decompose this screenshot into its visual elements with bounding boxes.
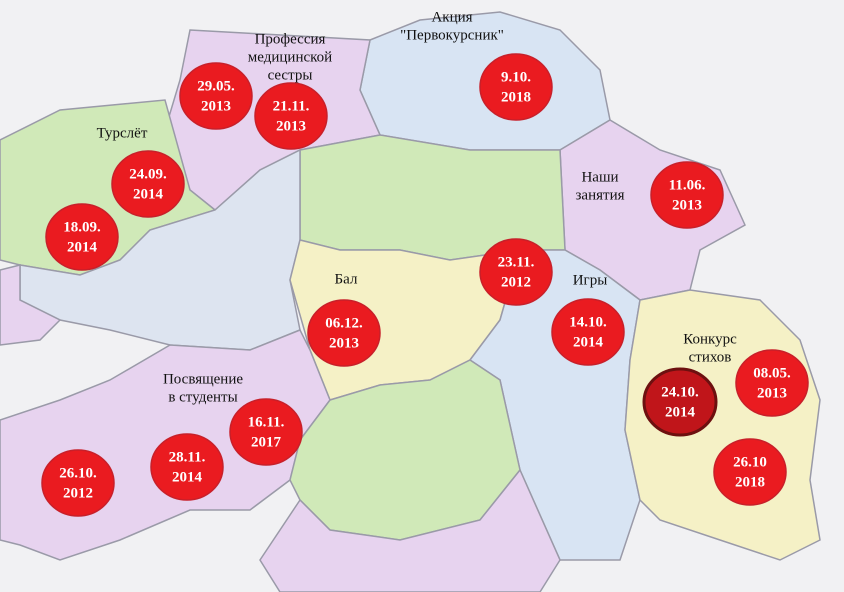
event-date: 2013 — [201, 98, 231, 114]
event-date: 16.11. — [248, 414, 285, 430]
event-date: 2014 — [665, 404, 696, 420]
event-marker: 26.10. 2012 — [41, 449, 115, 517]
event-date: 2018 — [735, 474, 765, 490]
event-marker: 24.09. 2014 — [111, 150, 185, 218]
event-marker: 21.11. 2013 — [254, 82, 328, 150]
event-circle — [254, 82, 328, 150]
event-date: 2014 — [67, 239, 98, 255]
event-marker: 9.10. 2018 — [479, 53, 553, 121]
region-label: Турслёт — [97, 125, 148, 141]
event-marker: 08.05. 2013 — [735, 349, 809, 417]
event-date: 2013 — [329, 335, 359, 351]
region — [0, 264, 62, 346]
event-circle — [735, 349, 809, 417]
event-date: 08.05. — [753, 365, 791, 381]
event-date: 24.10. — [661, 384, 699, 400]
event-marker: 24.10. 2014 — [642, 367, 718, 437]
event-date: 26.10. — [59, 465, 97, 481]
event-circle — [41, 449, 115, 517]
event-date: 29.05. — [197, 78, 235, 94]
event-circle — [479, 53, 553, 121]
event-date: 06.12. — [325, 315, 363, 331]
event-date: 23.11. — [498, 254, 535, 270]
event-circle — [150, 433, 224, 501]
region-label: Бал — [335, 271, 358, 287]
event-date: 2013 — [672, 197, 702, 213]
region — [259, 468, 561, 592]
event-date: 2014 — [573, 334, 604, 350]
event-circle — [229, 398, 303, 466]
event-date: 2018 — [501, 89, 531, 105]
event-marker: 14.10. 2014 — [551, 298, 625, 366]
event-marker: 23.11. 2012 — [479, 238, 553, 306]
region-label: "Первокурсник" — [400, 27, 504, 43]
event-date: 14.10. — [569, 314, 607, 330]
event-date: 2014 — [172, 469, 203, 485]
event-circle — [642, 367, 718, 437]
region-label: занятия — [576, 187, 625, 203]
event-marker: 26.10 2018 — [713, 438, 787, 506]
event-date: 26.10 — [733, 454, 767, 470]
event-date: 28.11. — [169, 449, 206, 465]
region-label: стихов — [689, 349, 732, 365]
event-date: 2012 — [501, 274, 531, 290]
event-marker: 29.05. 2013 — [179, 62, 253, 130]
event-circle — [479, 238, 553, 306]
event-date: 2014 — [133, 186, 164, 202]
event-circle — [45, 203, 119, 271]
event-circle — [111, 150, 185, 218]
event-date: 2017 — [251, 434, 282, 450]
region-label: Конкурс — [683, 331, 737, 347]
region-label: Посвящение — [163, 371, 243, 387]
region-label: в студенты — [168, 389, 237, 405]
event-date: 18.09. — [63, 219, 101, 235]
event-marker: 11.06. 2013 — [650, 161, 724, 229]
event-date: 9.10. — [501, 69, 531, 85]
event-date: 11.06. — [669, 177, 706, 193]
event-circle — [650, 161, 724, 229]
event-date: 21.11. — [273, 98, 310, 114]
event-circle — [179, 62, 253, 130]
region-label: Игры — [573, 272, 608, 288]
event-date: 24.09. — [129, 166, 167, 182]
event-circle — [307, 299, 381, 367]
event-marker: 18.09. 2014 — [45, 203, 119, 271]
region-label: медицинской — [248, 49, 332, 65]
event-marker: 06.12. 2013 — [307, 299, 381, 367]
region-label: Профессия — [255, 31, 326, 47]
event-date: 2012 — [63, 485, 93, 501]
region-label: Акция — [431, 9, 472, 25]
event-circle — [713, 438, 787, 506]
event-date: 2013 — [276, 118, 306, 134]
region-label: сестры — [268, 67, 313, 83]
event-circle — [551, 298, 625, 366]
event-date: 2013 — [757, 385, 787, 401]
region-label: Наши — [581, 169, 618, 185]
event-marker: 28.11. 2014 — [150, 433, 224, 501]
event-marker: 16.11. 2017 — [229, 398, 303, 466]
